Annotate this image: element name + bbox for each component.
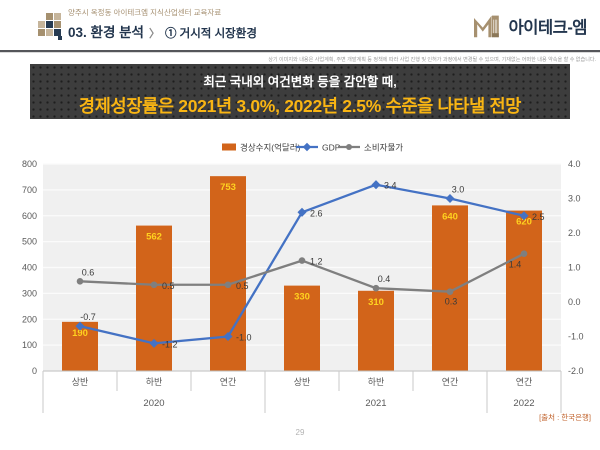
right-axis-label: -2.0 — [568, 366, 584, 376]
left-axis-label: 600 — [22, 211, 37, 221]
bar-value-label: 310 — [368, 297, 384, 308]
x-axis-label: 연간 — [516, 377, 533, 387]
left-axis-label: 400 — [22, 263, 37, 273]
bar — [506, 210, 542, 371]
point-value-label: -0.7 — [80, 312, 96, 322]
left-axis-label: 800 — [22, 159, 37, 169]
right-axis-label: 2.0 — [568, 228, 581, 238]
slide-header: 양주시 옥정동 아이테크엠 지식산업센터 교육자료 03. 환경 분석 〉 ① … — [0, 0, 600, 53]
left-axis-label: 200 — [22, 314, 37, 324]
bar-value-label: 620 — [516, 217, 532, 228]
x-axis-label: 연간 — [442, 377, 459, 387]
x-axis-label: 하반 — [368, 377, 385, 387]
title-row: 03. 환경 분석 〉 ① 거시적 시장환경 — [68, 21, 257, 41]
right-axis-label: 4.0 — [568, 159, 581, 169]
point-value-label: 3.0 — [452, 185, 465, 195]
right-axis-label: 1.0 — [568, 263, 581, 273]
legend-bar-swatch — [222, 143, 236, 151]
line-point — [224, 281, 232, 289]
point-value-label: 2.5 — [532, 212, 545, 222]
bar-value-label: 562 — [146, 232, 162, 243]
x-axis-label: 연간 — [220, 377, 237, 387]
slide-title: 03. 환경 분석 — [68, 25, 144, 40]
right-axis-label: -1.0 — [568, 332, 584, 342]
point-value-label: -1.0 — [236, 333, 252, 343]
header-divider — [0, 50, 600, 53]
point-value-label: -1.2 — [162, 339, 178, 349]
point-value-label: 0.5 — [236, 281, 249, 291]
x-axis-label: 상반 — [294, 377, 311, 387]
bar — [358, 290, 394, 371]
right-axis-label: 3.0 — [568, 194, 581, 204]
point-value-label: 0.3 — [445, 297, 458, 307]
point-value-label: 0.6 — [82, 267, 95, 277]
left-axis-label: 100 — [22, 340, 37, 350]
line-point — [372, 284, 380, 292]
legend-line-label: 소비자물가 — [364, 143, 403, 153]
point-value-label: 1.4 — [509, 260, 522, 270]
point-value-label: 0.4 — [378, 274, 391, 284]
bar — [284, 285, 320, 371]
company-logo: 아이테크-엠 — [470, 10, 588, 42]
line-point — [298, 257, 306, 264]
bar-value-label: 753 — [220, 182, 236, 193]
x-axis-group-label: 2021 — [365, 398, 386, 409]
bar-value-label: 640 — [442, 211, 458, 222]
left-axis-label: 700 — [22, 185, 37, 195]
disclaimer-text: 상기 이미지와 내용은 사업계획, 주변 개발계획 등 정책에 따라 사업 진행… — [268, 57, 596, 63]
left-axis-label: 500 — [22, 237, 37, 247]
left-axis-label: 300 — [22, 288, 37, 298]
right-axis-label: 0.0 — [568, 297, 581, 307]
slide-subtitle: 양주시 옥정동 아이테크엠 지식산업센터 교육자료 — [68, 8, 222, 17]
key-message-banner: 최근 국내외 여건변화 등을 감안할 때, 경제성장률은 2021년 3.0%,… — [30, 64, 570, 119]
banner-line2: 경제성장률은 2021년 3.0%, 2022년 2.5% 수준을 나타낼 전망 — [78, 96, 522, 116]
line-point — [223, 331, 233, 342]
bar-value-label: 190 — [72, 328, 88, 339]
line-point — [149, 338, 159, 348]
left-axis-label: 0 — [32, 366, 37, 376]
legend-bar-label: 경상수지(억달러) — [240, 143, 301, 153]
bar — [432, 205, 468, 371]
section-title: ① 거시적 시장환경 — [164, 28, 257, 40]
line-point — [76, 278, 84, 285]
line-point — [150, 281, 158, 289]
point-value-label: 0.5 — [162, 281, 175, 291]
x-axis-label: 상반 — [72, 377, 89, 387]
company-logo-text: 아이테크-엠 — [508, 19, 588, 37]
legend-line-label: GDP — [322, 143, 341, 153]
point-value-label: 1.2 — [310, 257, 323, 267]
line-point — [75, 321, 85, 331]
point-value-label: 3.4 — [384, 181, 397, 191]
banner-line1: 최근 국내외 여건변화 등을 감안할 때, — [203, 75, 397, 89]
x-axis-label: 하반 — [146, 377, 163, 387]
line-point — [446, 288, 454, 295]
line-point — [520, 250, 528, 257]
checker-deco-icon — [38, 13, 62, 40]
bar-value-label: 330 — [294, 292, 310, 303]
point-value-label: 2.6 — [310, 208, 323, 218]
company-logo-m-icon — [473, 15, 499, 38]
x-axis-group-label: 2022 — [513, 398, 534, 409]
page-number: 29 — [295, 428, 305, 437]
legend-line-marker — [346, 144, 352, 150]
x-axis-group-label: 2020 — [143, 398, 164, 409]
chart-source: [출처 : 한국은행] — [539, 413, 591, 422]
header-text-block: 양주시 옥정동 아이테크엠 지식산업센터 교육자료 03. 환경 분석 〉 ① … — [68, 7, 257, 41]
legend-line-marker — [302, 142, 312, 152]
title-separator: 〉 — [148, 28, 160, 40]
